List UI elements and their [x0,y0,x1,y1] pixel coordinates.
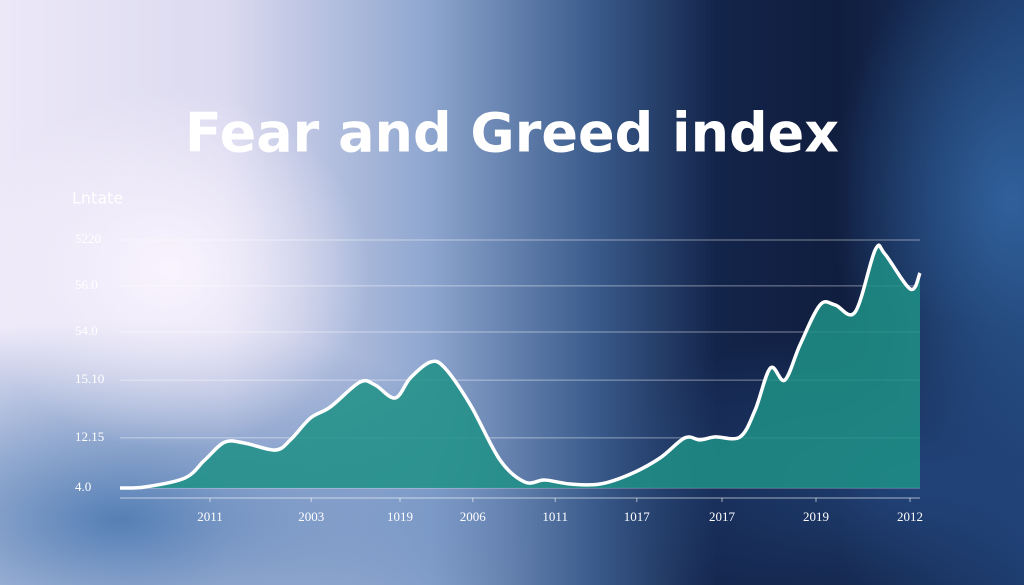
x-tick-label: 1017 [624,509,651,524]
y-tick-label: 12.15 [75,429,104,444]
line [119,243,922,490]
chart-title: Fear and Greed index [185,102,839,165]
y-tick-label: 56.0 [75,277,98,292]
y-tick-label: 15.10 [75,371,104,386]
x-tick-label: 2011 [197,509,223,524]
x-tick-label: 1019 [387,509,413,524]
x-tick-label: 1011 [542,509,568,524]
x-tick-label: 2003 [298,509,324,524]
x-tick-label: 2017 [709,509,736,524]
area [120,245,920,489]
x-tick-label: 2012 [897,509,923,524]
y-tick-label: 5220 [75,231,101,246]
x-tick-label: 2006 [460,509,487,524]
x-tick-label: 2019 [803,509,829,524]
y-axis-label: Lntate [72,189,123,208]
y-tick-label: 4.0 [75,479,91,494]
y-tick-label: 54.0 [75,323,98,338]
